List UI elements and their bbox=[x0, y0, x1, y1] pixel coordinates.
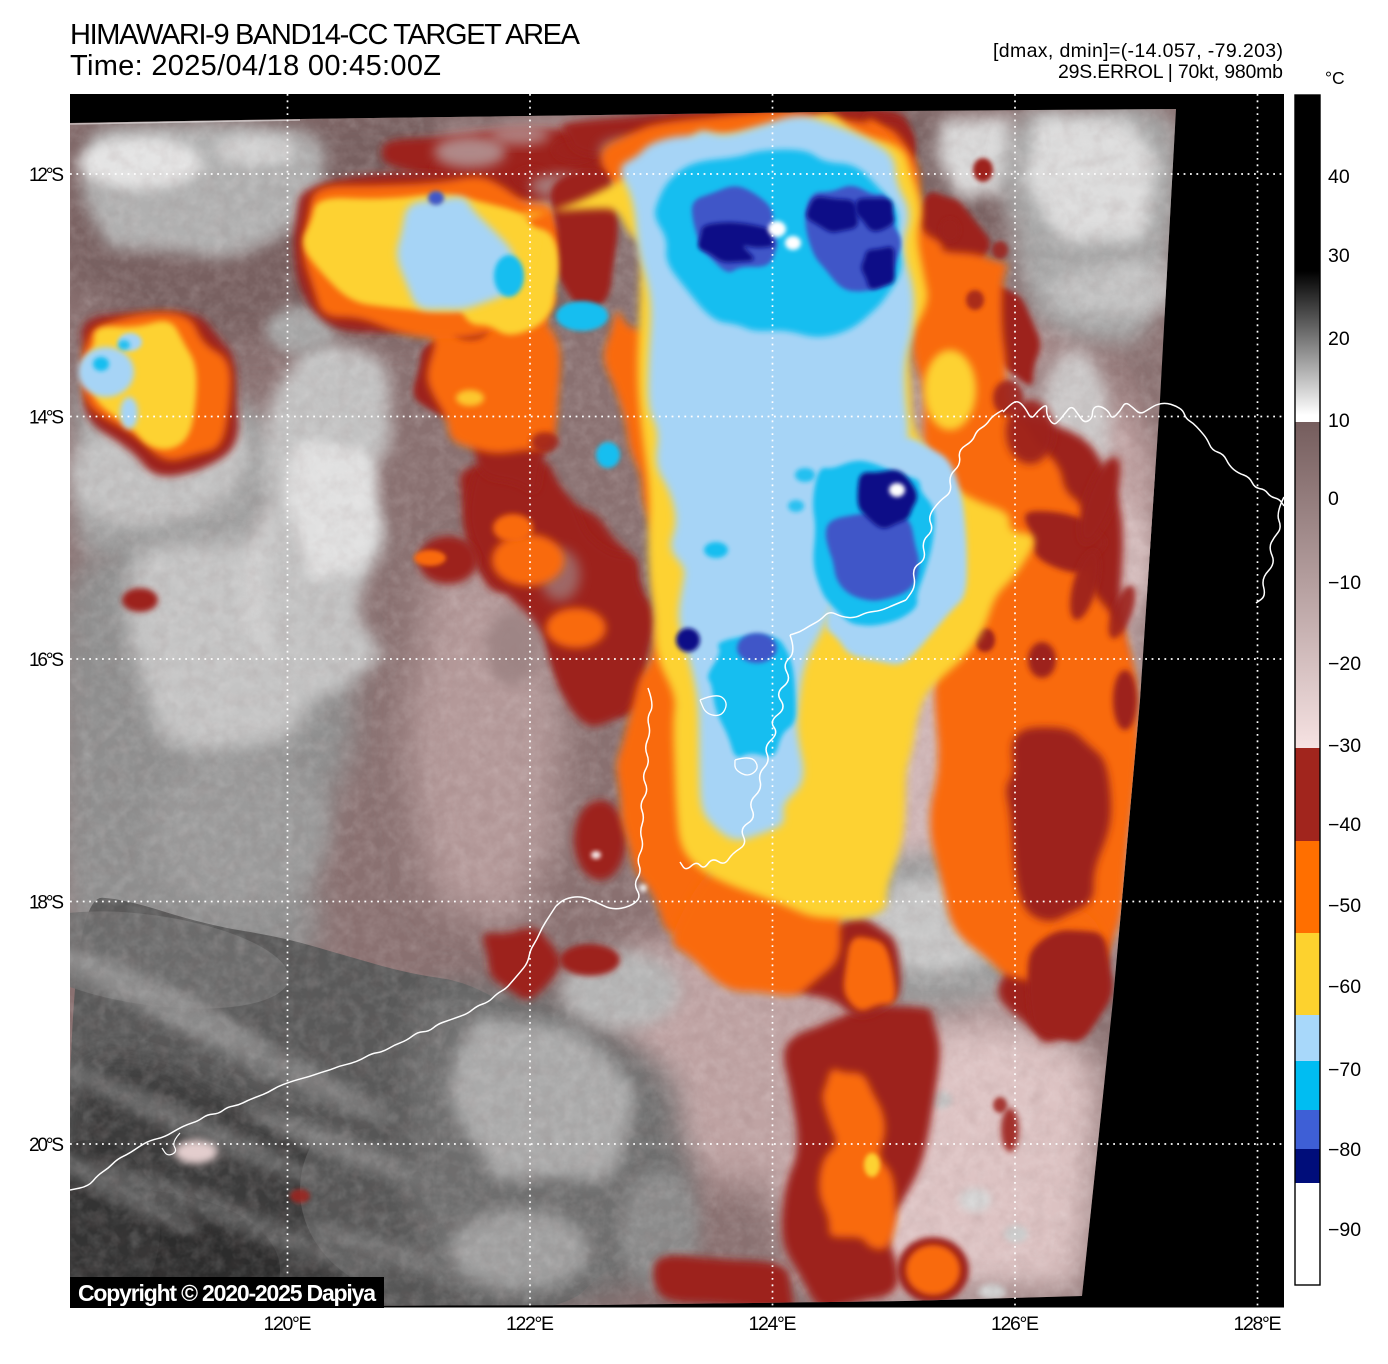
svg-text:Copyright © 2020-2025 Dapiya: Copyright © 2020-2025 Dapiya bbox=[78, 1280, 376, 1306]
svg-text:−20: −20 bbox=[1328, 653, 1361, 675]
svg-text:−10: −10 bbox=[1328, 572, 1361, 594]
svg-text:°C: °C bbox=[1325, 68, 1345, 88]
svg-text:−80: −80 bbox=[1328, 1139, 1361, 1161]
svg-text:−40: −40 bbox=[1328, 814, 1361, 836]
svg-text:−50: −50 bbox=[1328, 895, 1361, 917]
svg-text:14°S: 14°S bbox=[29, 408, 64, 429]
svg-text:120°E: 120°E bbox=[264, 1313, 312, 1335]
svg-text:−90: −90 bbox=[1328, 1219, 1361, 1241]
svg-text:−60: −60 bbox=[1328, 976, 1361, 998]
svg-text:12°S: 12°S bbox=[29, 165, 64, 186]
svg-text:124°E: 124°E bbox=[749, 1313, 797, 1335]
svg-text:40: 40 bbox=[1328, 166, 1350, 188]
svg-text:20: 20 bbox=[1328, 328, 1350, 350]
svg-text:Time: 2025/04/18 00:45:00Z: Time: 2025/04/18 00:45:00Z bbox=[70, 50, 441, 82]
svg-text:[dmax, dmin]=(-14.057, -79.203: [dmax, dmin]=(-14.057, -79.203) bbox=[993, 40, 1283, 62]
svg-text:−70: −70 bbox=[1328, 1059, 1361, 1081]
svg-text:30: 30 bbox=[1328, 245, 1350, 267]
svg-text:18°S: 18°S bbox=[29, 893, 64, 914]
svg-text:0: 0 bbox=[1328, 488, 1339, 510]
svg-text:126°E: 126°E bbox=[991, 1313, 1039, 1335]
svg-text:−30: −30 bbox=[1328, 735, 1361, 757]
svg-text:16°S: 16°S bbox=[29, 650, 64, 671]
svg-text:122°E: 122°E bbox=[506, 1313, 554, 1335]
svg-text:HIMAWARI-9 BAND14-CC TARGET AR: HIMAWARI-9 BAND14-CC TARGET AREA bbox=[70, 19, 581, 51]
svg-text:128°E: 128°E bbox=[1234, 1313, 1282, 1335]
svg-text:20°S: 20°S bbox=[29, 1135, 64, 1156]
svg-text:29S.ERROL | 70kt, 980mb: 29S.ERROL | 70kt, 980mb bbox=[1058, 61, 1283, 83]
svg-text:10: 10 bbox=[1328, 410, 1350, 432]
